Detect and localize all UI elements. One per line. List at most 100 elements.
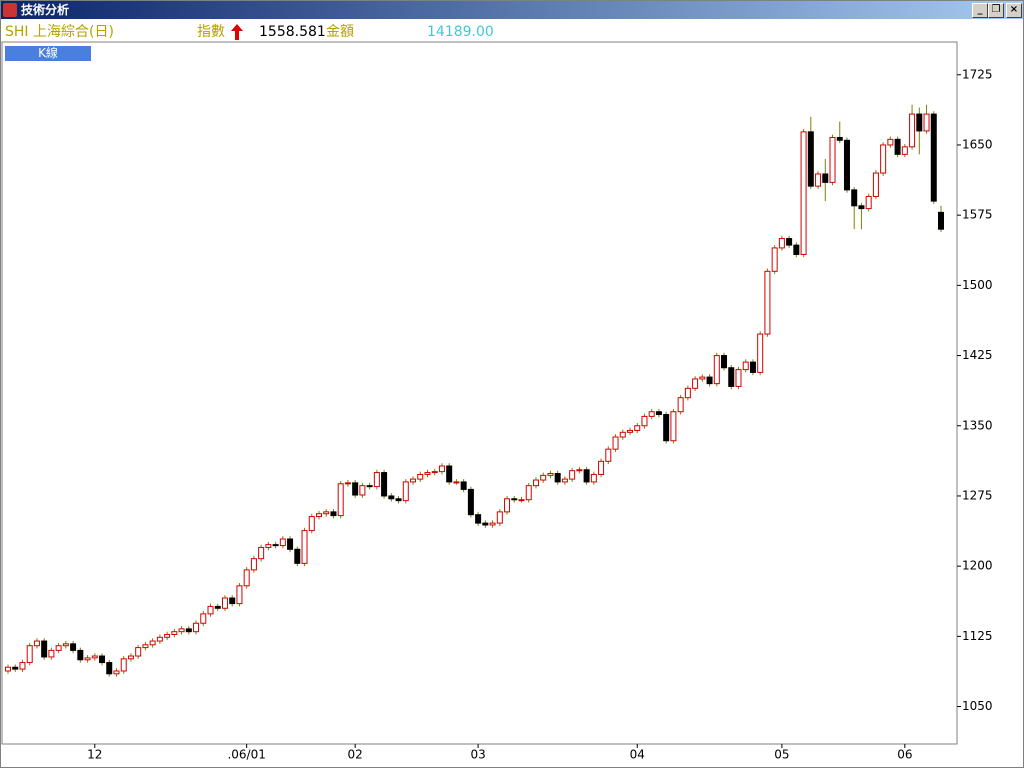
candle-body <box>590 473 597 483</box>
candle-body <box>236 585 243 605</box>
y-tick-label: 1275 <box>962 488 993 502</box>
y-tick-label: 1725 <box>962 67 993 81</box>
candle-body <box>807 131 814 187</box>
x-tick-label: 02 <box>348 748 363 762</box>
candle-body <box>858 205 865 210</box>
candle-body <box>366 485 373 488</box>
candle-body <box>786 238 793 246</box>
candle-body <box>12 666 19 670</box>
candle-body <box>323 511 330 515</box>
y-tick-label: 1125 <box>962 629 993 643</box>
candle-body <box>250 558 257 571</box>
candle-body <box>482 522 489 526</box>
candle-body <box>265 544 272 548</box>
candle-body <box>438 465 445 473</box>
candle-body <box>684 387 691 399</box>
candle-body <box>113 670 120 675</box>
restore-button[interactable]: ❐ <box>988 3 1004 18</box>
candle-body <box>352 482 359 496</box>
candle-body <box>583 469 590 483</box>
candle-body <box>402 481 409 502</box>
plot-frame <box>1 41 958 745</box>
index-value: 1558.581 <box>259 24 326 40</box>
candle-body <box>728 367 735 387</box>
candle-body <box>301 530 308 564</box>
y-tick-label: 1050 <box>962 699 993 713</box>
candle-body <box>619 431 626 438</box>
candle-body <box>561 478 568 483</box>
candle-body <box>5 666 11 672</box>
candle-body <box>771 247 778 272</box>
candle-body <box>518 499 525 502</box>
candle-body <box>200 613 207 624</box>
candle-body <box>540 474 547 481</box>
candle-body <box>467 488 474 516</box>
candle-body <box>569 470 576 480</box>
quote-header: SHI 上海綜合(日) 指數 1558.581 金額 14189.00 <box>1 21 1023 43</box>
candle-body <box>648 411 655 417</box>
candle-body <box>127 655 134 660</box>
y-tick-label: 1425 <box>962 348 993 362</box>
candle-body <box>778 238 785 249</box>
candle-body <box>916 113 923 132</box>
candle-body <box>901 146 908 155</box>
candle-body <box>692 378 699 389</box>
candle-body <box>627 429 633 433</box>
candle-body <box>504 498 511 513</box>
candle-body <box>91 655 98 659</box>
candle-body <box>923 113 930 132</box>
candle-body <box>793 244 800 255</box>
candle-body <box>243 569 250 587</box>
candle-body <box>460 481 467 490</box>
index-label: 指數 <box>197 24 225 40</box>
candle-body <box>489 522 496 526</box>
k-line-tab[interactable]: K線 <box>5 46 91 61</box>
candle-body <box>836 136 843 141</box>
candle-body <box>554 472 561 483</box>
window-title: 技術分析 <box>21 3 70 17</box>
candle-body <box>55 645 62 651</box>
minimize-button[interactable]: _ <box>972 3 988 18</box>
candle-body <box>120 658 127 672</box>
candle-body <box>851 189 858 207</box>
candle-body <box>19 662 26 670</box>
candle-body <box>359 485 366 496</box>
candle-body <box>316 513 322 518</box>
x-tick-label: .06/01 <box>227 748 265 762</box>
candle-body <box>663 414 670 442</box>
close-button[interactable]: × <box>1006 3 1022 18</box>
candle-body <box>178 628 185 633</box>
candle-body <box>279 538 286 547</box>
x-tick-label: 03 <box>470 748 485 762</box>
candle-body <box>185 628 192 633</box>
y-tick-label: 1575 <box>962 208 993 222</box>
candle-body <box>930 113 937 202</box>
candle-body <box>453 481 460 484</box>
candle-body <box>894 138 901 155</box>
candle-body <box>381 472 388 497</box>
candle-body <box>670 411 677 442</box>
candle-body <box>229 597 236 605</box>
candle-body <box>576 469 583 472</box>
candle-body <box>800 131 807 255</box>
candle-body <box>156 636 163 642</box>
candle-body <box>142 644 149 649</box>
candle-body <box>721 355 728 369</box>
candle-body <box>26 645 33 664</box>
candle-body <box>272 544 279 547</box>
candle-body <box>308 516 315 532</box>
candle-body <box>598 460 605 475</box>
candle-body <box>634 425 641 431</box>
candle-body <box>41 640 48 658</box>
candle-body <box>511 498 518 501</box>
candle-body <box>84 657 91 661</box>
amount-value: 14189.00 <box>427 24 494 40</box>
candle-body <box>431 471 438 474</box>
candle-body <box>547 472 554 476</box>
x-tick-label: 06 <box>897 748 912 762</box>
candle-body <box>171 631 178 635</box>
candle-body <box>938 211 944 230</box>
x-tick-label: 05 <box>774 748 789 762</box>
